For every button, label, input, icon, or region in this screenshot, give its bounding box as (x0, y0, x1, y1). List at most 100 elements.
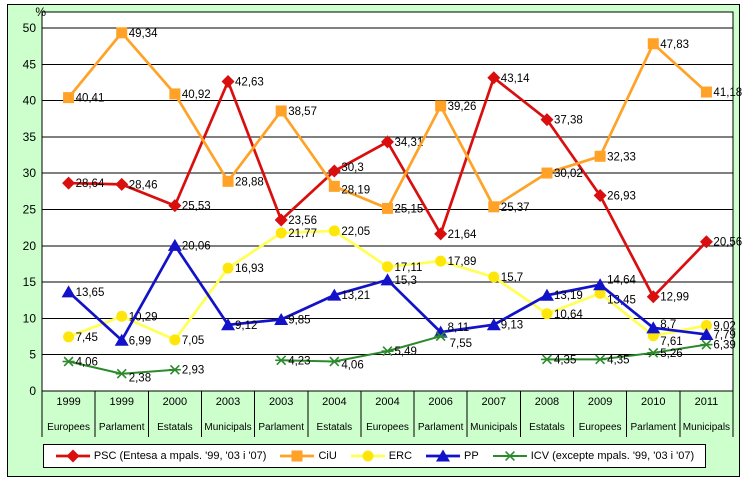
data-label-ciu: 40,92 (182, 89, 211, 101)
data-label-psc: 34,31 (395, 137, 424, 149)
ciu-marker (275, 105, 287, 117)
ciu-marker (647, 38, 659, 50)
data-label-icv: 5,49 (395, 346, 417, 358)
legend-label-pp: PP (464, 450, 479, 462)
data-label-ciu: 28,19 (341, 184, 370, 196)
ciu-marker (63, 92, 75, 104)
erc-marker (222, 262, 234, 274)
pp-marker (327, 288, 342, 301)
data-label-psc: 20,56 (713, 237, 742, 249)
psc-marker (62, 176, 76, 190)
category-election-label: Estatals (529, 422, 565, 433)
data-label-icv: 4,35 (607, 354, 629, 366)
data-label-psc: 21,64 (448, 229, 477, 241)
data-label-pp: 9,85 (288, 314, 310, 326)
category-election-label: Municipals (204, 422, 252, 433)
data-label-ciu: 41,18 (713, 87, 742, 99)
category-year-label: 2011 (694, 396, 719, 408)
data-label-erc: 17,11 (395, 262, 423, 274)
psc-marker (540, 113, 554, 127)
data-label-erc: 9,02 (713, 321, 735, 333)
erc-marker (116, 310, 128, 322)
ciu-marker (488, 201, 500, 213)
erc-marker (594, 287, 606, 299)
pp-marker (593, 278, 608, 291)
category-year-label: 2006 (428, 396, 453, 408)
psc-marker (434, 227, 448, 241)
icv-marker (700, 339, 713, 350)
data-label-erc: 22,05 (341, 226, 370, 238)
data-label-psc: 28,64 (76, 178, 105, 190)
category-year-label: 2007 (481, 396, 507, 408)
y-tick-label: 45 (23, 57, 37, 71)
category-year-label: 2003 (215, 396, 241, 408)
category-year-label: 2004 (375, 396, 400, 408)
x-category: 1999 Parlament (95, 392, 148, 436)
legend-icv-marker-glyph-icon (503, 451, 516, 461)
ciu-marker (541, 167, 553, 179)
data-label-icv: 2,93 (182, 365, 204, 377)
data-label-icv: 4,06 (76, 357, 98, 369)
data-label-erc: 15,7 (501, 272, 523, 284)
psc-marker (327, 164, 341, 178)
data-label-psc: 37,38 (554, 115, 583, 127)
data-label-erc: 16,93 (235, 263, 264, 275)
data-label-psc: 25,53 (182, 201, 211, 213)
data-label-psc: 42,63 (235, 77, 264, 89)
data-label-icv: 6,39 (713, 340, 735, 352)
legend-wrapper: PSC (Entesa a mpals. '99, '03 i '07) CiU E… (0, 444, 749, 468)
data-label-icv: 5,26 (660, 348, 682, 360)
data-label-pp: 9,13 (501, 320, 523, 332)
data-label-psc: 43,14 (501, 73, 530, 85)
x-category: 2008 Estatals (520, 392, 573, 436)
psc-marker (487, 71, 501, 85)
pp-marker (486, 318, 501, 331)
legend: PSC (Entesa a mpals. '99, '03 i '07) CiU E… (42, 444, 707, 468)
icv-marker (62, 356, 75, 367)
erc-marker (63, 331, 75, 343)
y-tick-label: 0 (29, 384, 36, 398)
category-election-label: Parlament (630, 422, 677, 433)
x-category: 2004 Estatals (308, 392, 361, 436)
legend-ciu-marker-icon (280, 450, 315, 462)
category-election-label: Estatals (157, 422, 193, 433)
category-year-label: 1999 (56, 396, 81, 408)
category-election-label: Parlament (98, 422, 145, 433)
legend-ciu-marker-glyph-icon (291, 450, 303, 462)
data-label-pp: 14,64 (607, 275, 636, 287)
category-year-label: 2003 (268, 396, 294, 408)
pp-marker (539, 288, 554, 301)
psc-marker (115, 177, 129, 191)
data-label-pp: 9,12 (235, 320, 257, 332)
legend-pp-marker-glyph-icon (436, 449, 451, 462)
psc-marker (646, 290, 660, 304)
icv-marker (594, 354, 607, 365)
data-label-ciu: 25,37 (501, 202, 530, 214)
data-label-ciu: 49,34 (129, 28, 158, 40)
psc-marker (168, 199, 182, 213)
data-label-psc: 30,3 (341, 162, 363, 174)
legend-label-psc: PSC (Entesa a mpals. '99, '03 i '07) (93, 450, 267, 462)
data-label-icv: 7,55 (450, 338, 472, 350)
pp-marker (646, 321, 661, 334)
legend-item-icv: ICV (excepte mpals. '99, '03 i '07) (492, 449, 694, 463)
data-label-erc: 7,61 (660, 336, 682, 348)
category-year-label: 1999 (109, 396, 134, 408)
category-election-label: Municipals (470, 422, 518, 433)
pp-marker (433, 325, 448, 338)
y-tick-label: 10 (23, 311, 37, 325)
series-line-icv (281, 335, 441, 363)
data-label-icv: 2,38 (129, 373, 151, 385)
pp-marker (699, 327, 714, 340)
erc-marker (488, 271, 500, 283)
data-label-psc: 26,93 (607, 190, 636, 202)
ciu-marker (116, 27, 128, 39)
data-label-erc: 7,05 (182, 335, 204, 347)
category-year-label: 2004 (322, 396, 347, 408)
category-election-label: Europees (47, 422, 90, 433)
legend-item-ciu: CiU (279, 449, 337, 463)
psc-marker (699, 235, 713, 249)
x-category: 2006 Parlament (414, 392, 467, 436)
category-year-label: 2000 (162, 396, 188, 408)
